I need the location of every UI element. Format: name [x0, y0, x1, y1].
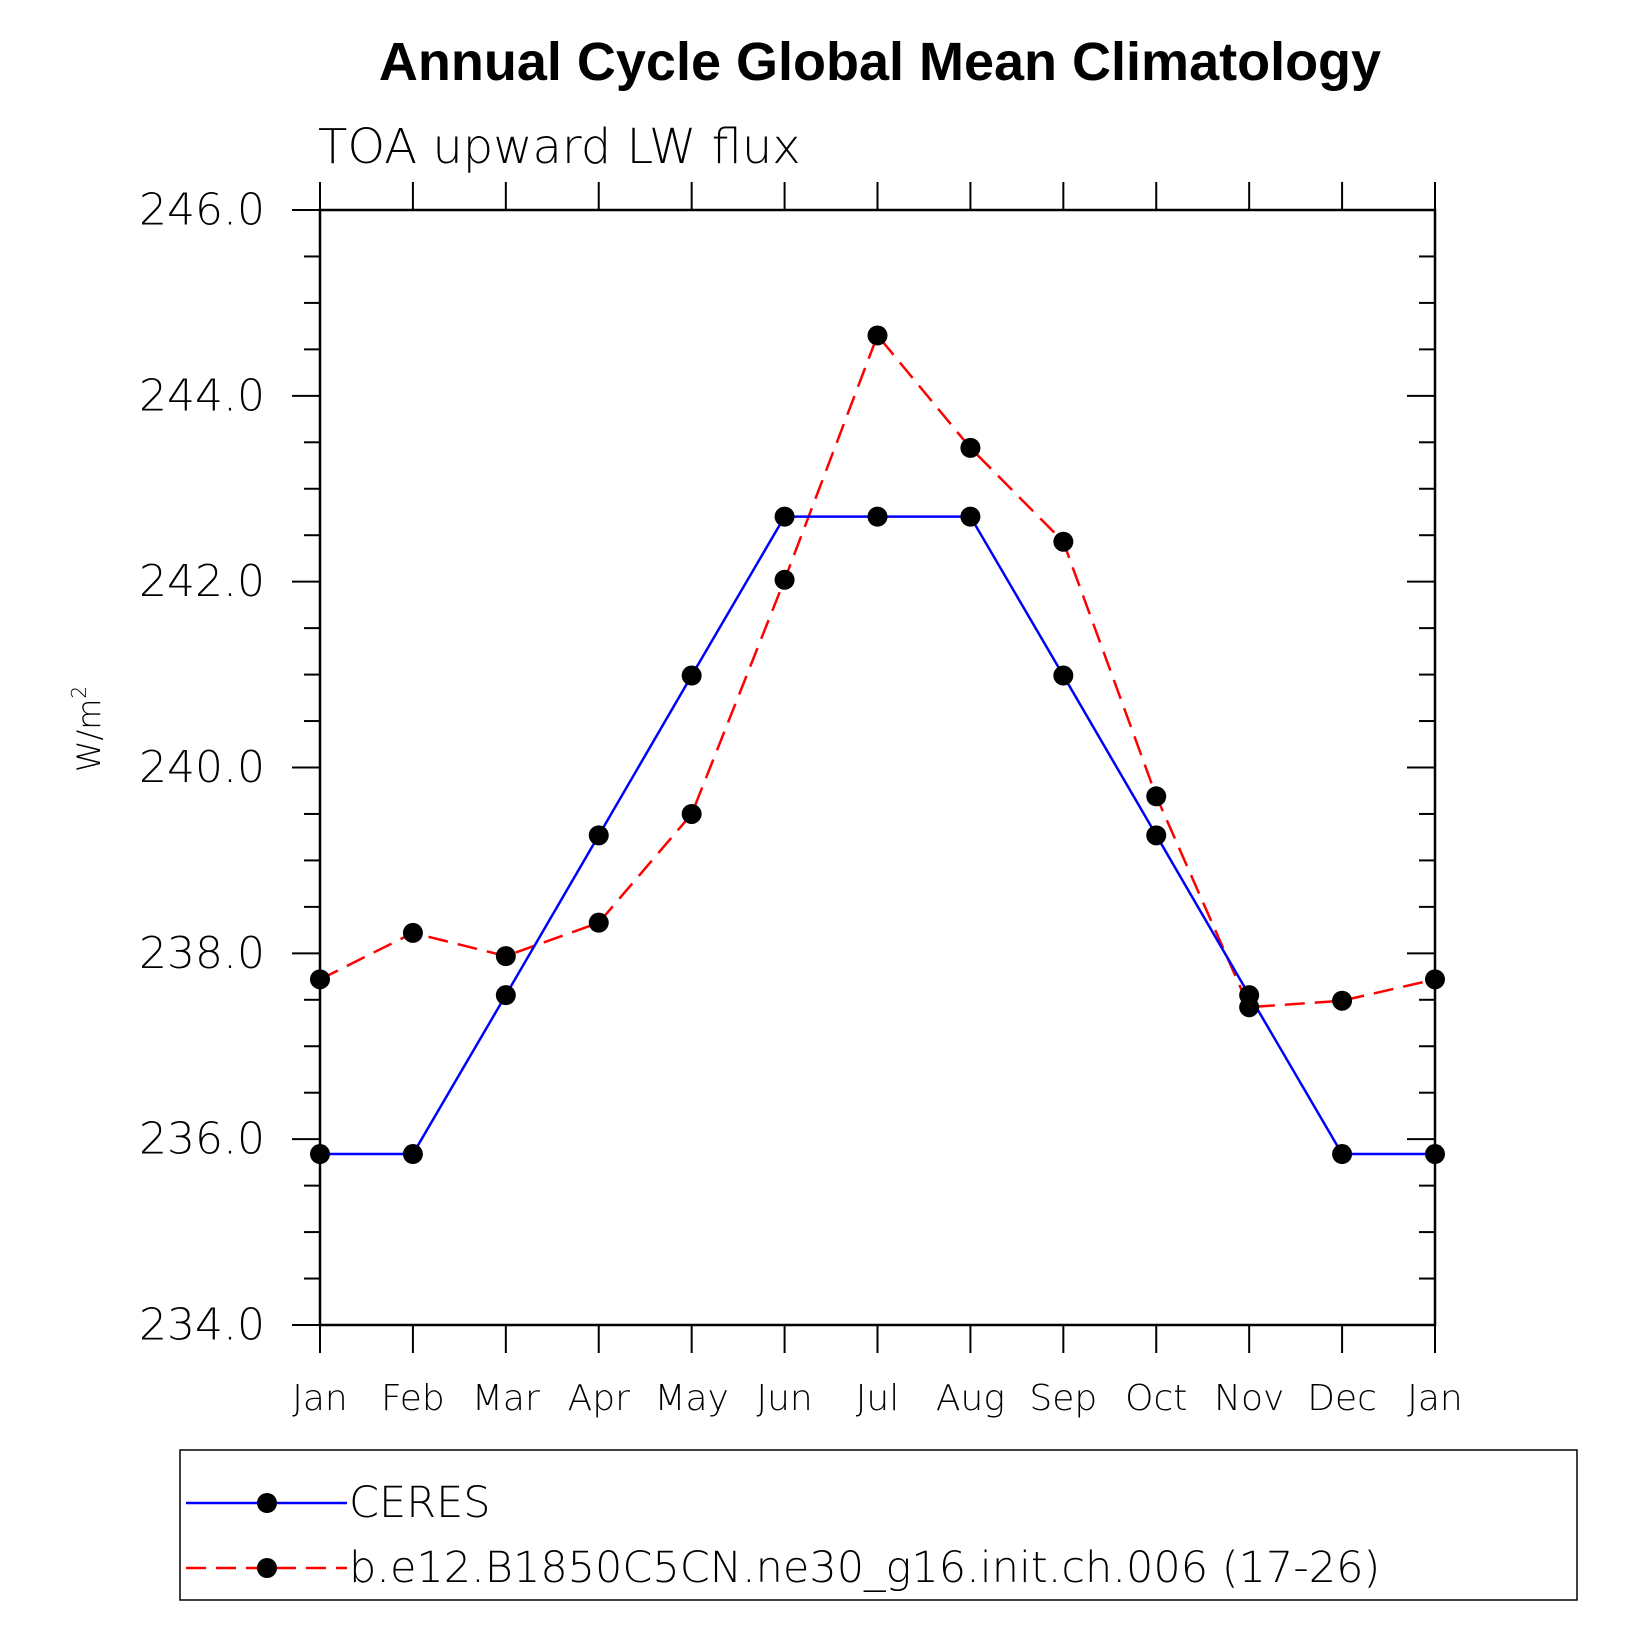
y-axis-label-sup: 2 [67, 686, 91, 699]
data-point [588, 825, 609, 846]
data-point [681, 665, 702, 686]
data-point [310, 1144, 330, 1165]
x-tick-label: Mar [472, 1378, 540, 1419]
legend-label: CERES [349, 1478, 491, 1528]
data-point [1146, 825, 1167, 846]
data-point [1425, 969, 1445, 990]
legend-marker [257, 1493, 277, 1513]
y-tick-label: 234.0 [139, 1300, 265, 1351]
x-tick-label: Oct [1125, 1378, 1187, 1419]
data-point [960, 437, 981, 458]
x-tick-label: Dec [1307, 1378, 1377, 1419]
data-point [495, 985, 516, 1006]
x-tick-label: Jun [756, 1378, 812, 1419]
data-point [402, 1144, 423, 1165]
series-layer [310, 325, 1445, 1165]
y-tick-label: 240.0 [139, 742, 265, 793]
x-tick-label: Aug [936, 1378, 1005, 1419]
legend: CERES b.e12.B1850C5CN.ne30_g16.init.ch.00… [186, 1478, 1380, 1593]
data-point [681, 803, 702, 824]
y-tick-labels: 234.0 236.0 238.0 240.0 242.0 244.0 246.0 [139, 185, 265, 1351]
x-tick-label: Sep [1029, 1378, 1097, 1419]
series-line [319, 334, 1436, 1009]
data-point [774, 569, 795, 590]
data-point [1332, 1144, 1353, 1165]
y-tick-label: 242.0 [139, 556, 265, 607]
y-tick-label: 244.0 [139, 370, 265, 421]
y-tick-label: 238.0 [139, 928, 265, 979]
data-point [1425, 1144, 1445, 1165]
data-point [1146, 786, 1167, 807]
data-point [402, 922, 423, 943]
chart-subtitle: TOA upward LW flux [318, 119, 801, 175]
series-line [320, 515, 1435, 1156]
data-point [495, 946, 516, 967]
chart-title: Annual Cycle Global Mean Climatology [379, 32, 1381, 92]
data-point [774, 506, 795, 527]
legend-box [179, 1449, 1578, 1601]
data-point [588, 912, 609, 933]
y-axis-label-main: W/m [70, 699, 108, 773]
data-point [867, 506, 888, 527]
x-tick-label: Jan [1407, 1378, 1463, 1419]
data-point [1332, 990, 1353, 1011]
x-tick-label: Jan [292, 1378, 348, 1419]
y-tick-label: 236.0 [139, 1114, 265, 1165]
x-tick-label: Apr [568, 1378, 630, 1419]
x-tick-labels: Jan Feb Mar Apr May Jun Jul Aug Sep Oct Nov Dec Jan [292, 1378, 1463, 1419]
x-tick-label: Nov [1214, 1378, 1284, 1419]
data-point [867, 325, 888, 346]
legend-marker [257, 1558, 277, 1578]
y-axis-label: W/m2 [67, 686, 108, 772]
data-point [960, 506, 981, 527]
data-point [1053, 531, 1074, 552]
data-point [1053, 665, 1074, 686]
data-point [310, 969, 330, 990]
legend-label: b.e12.B1850C5CN.ne30_g16.init.ch.006 (17… [349, 1543, 1380, 1593]
y-tick-label: 246.0 [139, 185, 265, 236]
axis-ticks [292, 182, 1436, 1353]
data-point [1239, 997, 1260, 1018]
x-tick-label: May [654, 1378, 728, 1419]
x-tick-label: Feb [381, 1378, 445, 1419]
plot-frame [318, 208, 1437, 1327]
x-tick-label: Jul [856, 1378, 899, 1419]
